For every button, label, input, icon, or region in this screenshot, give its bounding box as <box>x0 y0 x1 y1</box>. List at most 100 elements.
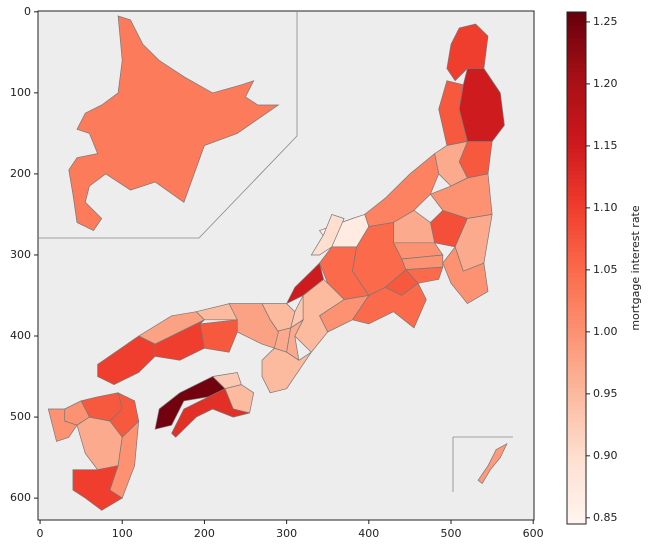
colorbar-cell <box>567 306 586 312</box>
colorbar-cell <box>567 293 586 299</box>
colorbar-cell <box>567 131 586 137</box>
colorbar-cell <box>567 438 586 444</box>
colorbar-cell <box>567 340 586 346</box>
colorbar-cell <box>567 118 586 124</box>
region <box>228 303 279 349</box>
colorbar-cell <box>567 101 586 107</box>
y-tick-label: 300 <box>10 248 31 261</box>
colorbar-cell <box>567 58 586 64</box>
colorbar-cell <box>567 41 586 47</box>
inset-border <box>38 11 298 239</box>
colorbar-tick-label: 0.85 <box>593 511 618 524</box>
colorbar-cell <box>567 37 586 43</box>
colorbar-cell <box>567 310 586 316</box>
colorbar-cell <box>567 148 586 154</box>
x-tick-label: 100 <box>112 527 133 540</box>
colorbar-cell <box>567 383 586 389</box>
colorbar-cell <box>567 374 586 380</box>
colorbar-frame <box>566 11 587 525</box>
colorbar-cell <box>567 12 586 17</box>
colorbar-cell <box>567 84 586 90</box>
x-tick-label: 600 <box>523 527 544 540</box>
colorbar-cell <box>567 434 586 440</box>
colorbar-cell <box>567 417 586 423</box>
y-tick-label: 200 <box>10 167 31 180</box>
x-tick-label: 500 <box>440 527 461 540</box>
colorbar-cell <box>567 199 586 205</box>
colorbar-cell <box>567 114 586 120</box>
colorbar-cell <box>567 455 586 461</box>
x-tick-label: 300 <box>276 527 297 540</box>
colorbar-cell <box>567 88 586 94</box>
colorbar-cell <box>567 498 586 504</box>
colorbar-cell <box>567 319 586 325</box>
colorbar-cell <box>567 353 586 359</box>
colorbar-cell <box>567 332 586 337</box>
colorbar-cell <box>567 208 586 214</box>
region <box>442 246 489 305</box>
x-tick-label: 200 <box>194 527 215 540</box>
colorbar-cell <box>567 489 586 495</box>
colorbar-cell <box>567 71 586 77</box>
colorbar-cell <box>567 250 586 256</box>
region <box>351 282 427 329</box>
colorbar-cell <box>567 33 586 39</box>
colorbar-cell <box>567 76 586 81</box>
colorbar-cell <box>567 135 586 141</box>
colorbar-cell <box>567 314 586 320</box>
y-tick-label: 600 <box>10 491 31 504</box>
region <box>430 210 468 248</box>
colorbar-cell <box>567 289 586 295</box>
colorbar-cell <box>567 127 586 133</box>
colorbar-cell <box>567 361 586 367</box>
region <box>154 319 205 361</box>
colorbar-cell <box>567 255 586 261</box>
colorbar-cell <box>567 494 586 499</box>
colorbar-cell <box>567 272 586 278</box>
colorbar-cell <box>567 396 586 401</box>
colorbar-tick-label: 1.05 <box>593 263 618 276</box>
colorbar-label: mortgage interest rate <box>629 205 642 331</box>
colorbar-cell <box>567 63 586 69</box>
colorbar-cell <box>567 242 586 248</box>
region <box>286 318 305 362</box>
colorbar-cell <box>567 50 586 56</box>
colorbar-cell <box>567 421 586 427</box>
colorbar-cell <box>567 472 586 478</box>
colorbar-cell <box>567 400 586 406</box>
colorbar-cell <box>567 336 586 342</box>
colorbar-cell <box>567 191 586 197</box>
x-tick-label: 0 <box>37 527 44 540</box>
region <box>310 213 345 256</box>
colorbar-cell <box>567 515 586 521</box>
region <box>68 15 280 232</box>
region <box>72 465 123 511</box>
colorbar-tick-label: 1.20 <box>593 77 618 90</box>
map-regions <box>47 15 508 511</box>
colorbar-tick-label: 1.00 <box>593 325 618 338</box>
colorbar-cell <box>567 233 586 239</box>
colorbar-tick-label: 0.95 <box>593 387 618 400</box>
y-tick-label: 100 <box>10 86 31 99</box>
colorbar-cell <box>567 165 586 171</box>
colorbar-cell <box>567 366 586 371</box>
colorbar-cell <box>567 20 586 26</box>
colorbar-cell <box>567 451 586 457</box>
region <box>261 347 312 394</box>
colorbar-cell <box>567 122 586 128</box>
colorbar-cell <box>567 323 586 329</box>
colorbar-cell <box>567 67 586 73</box>
colorbar <box>566 11 587 525</box>
colorbar-cell <box>567 413 586 418</box>
colorbar-cell <box>567 477 586 482</box>
colorbar-cell <box>567 105 586 111</box>
colorbar-cell <box>567 344 586 350</box>
colorbar-cell <box>567 174 586 179</box>
colorbar-cell <box>567 357 586 363</box>
colorbar-cell <box>567 225 586 231</box>
colorbar-cell <box>567 24 586 30</box>
colorbar-cell <box>567 404 586 410</box>
colorbar-cell <box>567 460 586 465</box>
colorbar-cell <box>567 97 586 103</box>
region <box>477 442 508 485</box>
